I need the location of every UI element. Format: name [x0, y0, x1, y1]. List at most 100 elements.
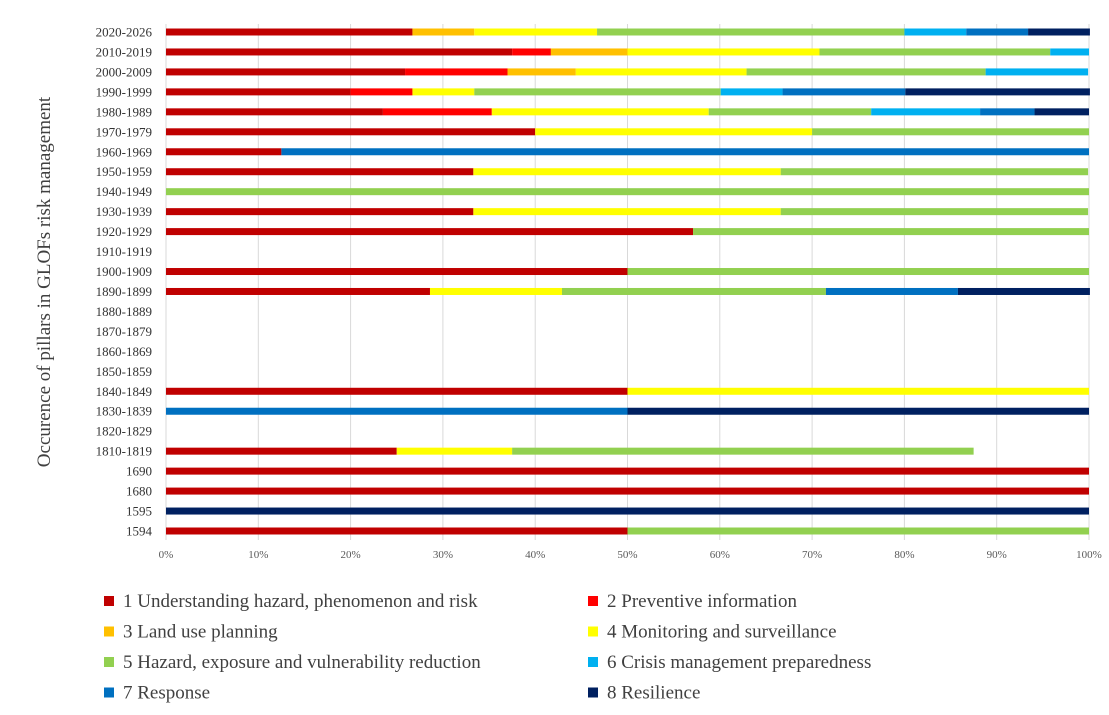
- bar-segment: [166, 68, 406, 76]
- category-labels: 2020-2026 2010-2019 2000-2009 1990-1999 1980…: [96, 25, 153, 539]
- bar-segment: [166, 148, 282, 156]
- bar-segment: [966, 28, 1029, 36]
- x-tick-label: 70%: [802, 549, 822, 561]
- category-label: 1595: [126, 504, 152, 519]
- legend-swatch: [588, 657, 598, 667]
- x-tick-label: 60%: [710, 549, 730, 561]
- category-label: 1930-1939: [96, 204, 152, 219]
- legend-label: 2 Preventive information: [607, 591, 797, 612]
- category-label: 1820-1829: [96, 424, 152, 439]
- bar-segment: [693, 228, 1089, 236]
- bar-segment: [1050, 48, 1089, 56]
- legend-swatch: [588, 626, 598, 637]
- bar-segment: [957, 287, 1090, 295]
- x-tick-labels: 0% 10% 20% 30% 40% 50% 60% 70% 80% 90% 100%: [159, 549, 1102, 561]
- x-tick-label: 0%: [159, 549, 174, 561]
- bar-segment: [474, 28, 598, 36]
- bar-segment: [780, 208, 1089, 216]
- bar-segment: [166, 487, 1089, 495]
- bar-segment: [166, 108, 383, 116]
- bar-segment: [512, 48, 551, 56]
- bar-segment: [720, 88, 783, 96]
- bar-segment: [812, 128, 1089, 136]
- legend-swatch: [588, 596, 598, 606]
- legend-swatch: [104, 596, 114, 606]
- bar-segment: [396, 447, 513, 455]
- category-label: 1950-1959: [96, 164, 152, 179]
- category-label: 1840-1849: [96, 384, 152, 399]
- category-label: 1980-1989: [96, 104, 152, 119]
- bar-segment: [382, 108, 492, 116]
- grid: [165, 24, 1090, 540]
- bar-segment: [985, 68, 1089, 76]
- bar-segment: [627, 527, 1089, 535]
- bar-segment: [166, 128, 536, 136]
- bar-segment: [166, 447, 397, 455]
- bar-segment: [412, 28, 475, 36]
- x-tick-label: 50%: [617, 549, 637, 561]
- category-label: 1810-1819: [96, 444, 152, 459]
- legend-label: 1 Understanding hazard, phenomenon and r…: [123, 591, 478, 612]
- bar-segment: [166, 188, 1089, 196]
- bar-segment: [166, 208, 474, 216]
- bar-segment: [780, 168, 1089, 176]
- bar-segment: [166, 228, 694, 236]
- bar-segment: [166, 467, 1089, 475]
- bar-segment: [535, 128, 813, 136]
- bar-segment: [281, 148, 1089, 156]
- bar-segment: [561, 287, 826, 295]
- bar-segment: [474, 88, 721, 96]
- bar-segment: [491, 108, 709, 116]
- category-label: 1990-1999: [96, 84, 152, 99]
- y-axis-label: Occurence of pillars in GLOFs risk manag…: [34, 96, 55, 467]
- bar-segment: [166, 407, 628, 415]
- bar-segment: [429, 287, 562, 295]
- x-tick-label: 90%: [987, 549, 1007, 561]
- bar-segment: [512, 447, 974, 455]
- bar-segment: [166, 387, 628, 395]
- bar-segment: [597, 28, 905, 36]
- legend: 1 Understanding hazard, phenomenon and r…: [104, 591, 871, 704]
- bar-segment: [627, 387, 1089, 395]
- bar-segment: [507, 68, 576, 76]
- category-label: 1594: [126, 524, 153, 539]
- category-label: 1970-1979: [96, 124, 152, 139]
- category-label: 1880-1889: [96, 304, 152, 319]
- bar-segment: [905, 88, 1090, 96]
- legend-label: 8 Resilience: [607, 683, 700, 704]
- bar-segment: [166, 527, 628, 535]
- bar-segment: [350, 88, 413, 96]
- legend-swatch: [588, 687, 598, 698]
- bar-segment: [166, 287, 430, 295]
- legend-swatch: [104, 626, 114, 637]
- category-label: 1910-1919: [96, 244, 152, 259]
- bar-segment: [708, 108, 872, 116]
- bar-segment: [166, 88, 351, 96]
- category-label: 1860-1869: [96, 344, 152, 359]
- bar-segment: [575, 68, 747, 76]
- x-tick-label: 10%: [248, 549, 268, 561]
- bar-segment: [1034, 108, 1089, 116]
- x-tick-label: 30%: [433, 549, 453, 561]
- bar-segment: [473, 208, 781, 216]
- bar-segment: [405, 68, 508, 76]
- category-label: 1940-1949: [96, 184, 152, 199]
- category-label: 2010-2019: [96, 44, 152, 59]
- x-tick-label: 80%: [894, 549, 914, 561]
- x-tick-label: 20%: [341, 549, 361, 561]
- category-label: 1690: [126, 464, 152, 479]
- bar-segment: [166, 268, 628, 276]
- category-label: 1870-1879: [96, 324, 152, 339]
- bar-segment: [412, 88, 475, 96]
- x-tick-label: 100%: [1076, 549, 1102, 561]
- bars: [166, 28, 1090, 535]
- bar-segment: [166, 168, 474, 176]
- x-tick-label: 40%: [525, 549, 545, 561]
- bar-segment: [1028, 28, 1090, 36]
- bar-segment: [627, 48, 820, 56]
- category-label: 1680: [126, 484, 152, 499]
- legend-label: 5 Hazard, exposure and vulnerability red…: [123, 652, 481, 673]
- bar-segment: [825, 287, 958, 295]
